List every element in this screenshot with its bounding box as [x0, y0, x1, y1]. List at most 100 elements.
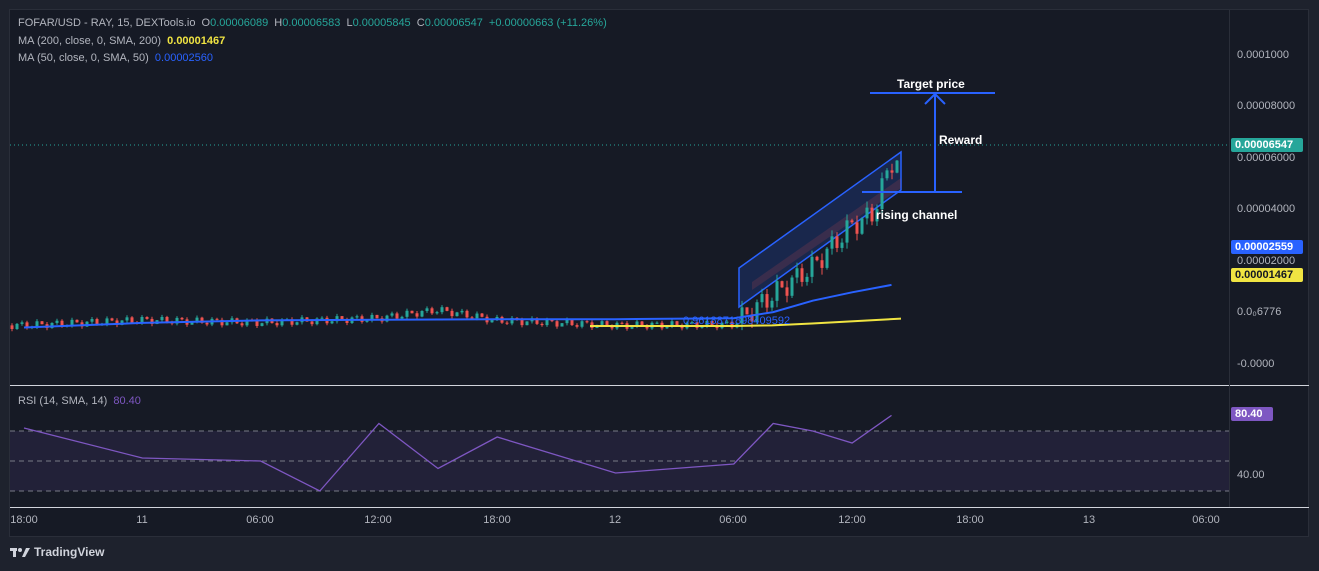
- candle-body: [355, 316, 359, 318]
- candle-body: [580, 321, 584, 327]
- rsi-legend[interactable]: RSI (14, SMA, 14) 80.40: [18, 395, 144, 407]
- candle-body: [885, 170, 889, 179]
- candle-body: [215, 318, 219, 320]
- candle-body: [160, 316, 164, 321]
- candle-body: [670, 321, 674, 326]
- candle-body: [315, 318, 319, 325]
- price-tick: 0.00004000: [1237, 203, 1296, 215]
- candle-body: [815, 256, 819, 261]
- ma200-value: 0.00001467: [167, 35, 226, 47]
- tradingview-brand: TradingView: [34, 545, 105, 559]
- ma200-price-tag: 0.00001467: [1231, 268, 1303, 282]
- ma200-line: [590, 317, 902, 327]
- candle-body: [180, 317, 184, 320]
- candle-body: [375, 314, 379, 319]
- candle-body: [195, 317, 199, 322]
- candle-body: [190, 321, 194, 325]
- candle-body: [565, 319, 569, 324]
- low-value: 0.00005845: [352, 17, 411, 29]
- candle-body: [165, 316, 169, 323]
- close-label: C: [416, 17, 425, 29]
- change-value: +0.00000663 (+11.26%): [488, 17, 607, 29]
- candle-body: [725, 321, 729, 323]
- candle-body: [335, 316, 339, 322]
- candle-body: [610, 326, 614, 329]
- candle-body: [90, 319, 94, 322]
- candle-body: [25, 322, 29, 328]
- rsi-label: RSI (14, SMA, 14): [18, 395, 108, 407]
- chart-frame: [9, 9, 1309, 537]
- ma200-legend[interactable]: MA (200, close, 0, SMA, 200) 0.00001467: [18, 35, 228, 47]
- candle-body: [470, 317, 474, 319]
- candle-body: [20, 322, 24, 324]
- open-value: 0.00006089: [210, 17, 269, 29]
- candle-body: [730, 321, 734, 328]
- candle-body: [260, 323, 264, 326]
- candle-body: [770, 300, 774, 308]
- reward-label[interactable]: Reward: [939, 133, 983, 147]
- candle-body: [560, 323, 564, 327]
- candle-body: [430, 308, 434, 314]
- candle-body: [750, 314, 754, 322]
- time-tick: 06:00: [246, 514, 274, 526]
- candle-body: [880, 178, 884, 210]
- ma50-legend[interactable]: MA (50, close, 0, SMA, 50) 0.00002560: [18, 52, 216, 64]
- time-tick: 12: [608, 514, 622, 526]
- price-tick: -0.0000: [1237, 358, 1275, 370]
- candle-body: [175, 317, 179, 324]
- candle-body: [205, 322, 209, 325]
- candle-body: [705, 320, 709, 326]
- candle-body: [635, 321, 639, 326]
- time-tick: 11: [136, 514, 148, 526]
- candle-body: [365, 320, 369, 322]
- price-tick: 0.00002000: [1237, 255, 1296, 267]
- candle-body: [60, 320, 64, 327]
- candle-body: [40, 321, 44, 325]
- candle-body: [125, 317, 129, 321]
- ma50-price-tag: 0.00002559: [1231, 240, 1303, 254]
- ma50-line: [23, 283, 892, 329]
- candle-body: [340, 316, 344, 320]
- symbol-label[interactable]: FOFAR/USD - RAY, 15, DEXTools.io: [18, 17, 196, 29]
- candle-body: [710, 320, 714, 325]
- candle-body: [760, 294, 764, 303]
- candle-body: [550, 319, 554, 322]
- candle-body: [255, 320, 259, 326]
- candle-body: [320, 317, 324, 319]
- candle-body: [445, 307, 449, 311]
- candle-body: [295, 322, 299, 325]
- candle-body: [490, 318, 494, 323]
- target-price-label[interactable]: Target price: [897, 77, 965, 91]
- candle-body: [385, 315, 389, 322]
- candle-body: [630, 325, 634, 329]
- candle-body: [450, 310, 454, 317]
- close-value: 0.00006547: [424, 17, 483, 29]
- rising-channel-label[interactable]: rising channel: [876, 208, 958, 222]
- candle-body: [800, 268, 804, 282]
- candle-body: [110, 318, 114, 321]
- candle-body: [645, 326, 649, 329]
- rising-channel[interactable]: [738, 150, 902, 309]
- candle-body: [75, 319, 79, 323]
- candle-body: [415, 313, 419, 317]
- candle-body: [480, 313, 484, 317]
- candle-body: [665, 325, 669, 329]
- ma50-value: 0.00002560: [154, 52, 214, 64]
- tradingview-logo[interactable]: TradingView: [10, 545, 104, 559]
- tradingview-icon: [10, 548, 30, 557]
- candle-body: [525, 321, 529, 326]
- candle-body: [140, 317, 144, 323]
- candle-body: [35, 321, 39, 327]
- candle-body: [555, 321, 559, 327]
- candle-body: [845, 220, 849, 243]
- candle-body: [600, 321, 604, 325]
- price-tick: 0.0001000: [1237, 49, 1289, 61]
- candle-body: [840, 242, 844, 248]
- candle-body: [690, 322, 694, 324]
- candle-body: [345, 319, 349, 323]
- last-price-tag: 0.00006547: [1231, 138, 1303, 152]
- candle-body: [585, 321, 589, 323]
- candle-body: [130, 317, 134, 323]
- candle-body: [830, 236, 834, 249]
